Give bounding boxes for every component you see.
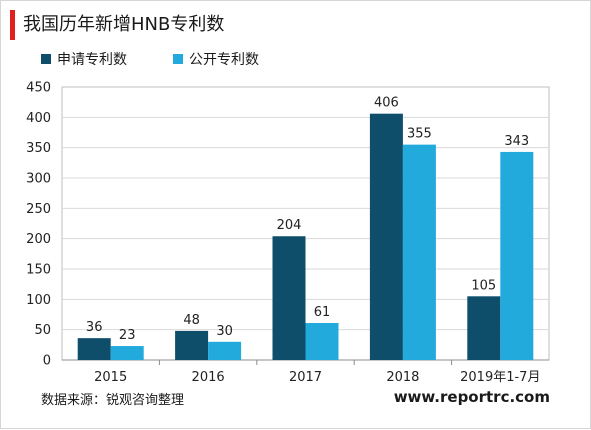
data-label: 36: [86, 320, 103, 335]
y-tick-label: 450: [26, 81, 51, 96]
bar-applications: [272, 236, 306, 360]
bar-published: [402, 144, 436, 360]
legend-label-applications: 申请专利数: [57, 52, 127, 68]
bar-applications: [467, 296, 501, 360]
y-tick-label: 50: [34, 323, 51, 338]
y-tick-label: 400: [26, 111, 51, 126]
legend-swatch-applications: [41, 54, 51, 64]
x-tick-label: 2016: [192, 370, 225, 385]
chart-title: 我国历年新增HNB专利数: [23, 14, 225, 35]
data-label: 204: [277, 218, 302, 233]
legend-swatch-published: [173, 54, 183, 64]
title-accent-bar: [10, 10, 15, 40]
bar-published: [305, 322, 339, 360]
x-tick-label: 2015: [94, 370, 127, 385]
website-watermark: www.reportrc.com: [393, 388, 550, 406]
y-tick-label: 300: [26, 172, 51, 187]
legend-label-published: 公开专利数: [189, 52, 259, 68]
y-tick-label: 100: [26, 293, 51, 308]
y-tick-label: 150: [26, 263, 51, 278]
y-tick-label: 0: [43, 354, 51, 369]
data-label: 61: [314, 305, 331, 320]
x-tick-label: 2017: [289, 370, 322, 385]
data-label: 406: [374, 96, 399, 111]
x-tick-label: 2018: [386, 370, 419, 385]
bar-published: [208, 341, 242, 360]
bar-published: [110, 346, 144, 360]
bar-applications: [77, 338, 111, 360]
bar-applications: [175, 330, 209, 360]
y-tick-label: 350: [26, 141, 51, 156]
data-label: 105: [471, 278, 496, 293]
data-source-note: 数据来源：锐观咨询整理: [41, 393, 185, 408]
data-label: 343: [504, 134, 529, 149]
legend-item-published: 公开专利数: [173, 49, 259, 69]
bar-published: [500, 151, 534, 360]
y-tick-label: 250: [26, 202, 51, 217]
y-tick-label: 200: [26, 232, 51, 247]
data-label: 30: [216, 324, 233, 339]
bar-applications: [369, 113, 403, 361]
data-label: 23: [119, 328, 136, 343]
data-label: 355: [407, 127, 432, 142]
data-label: 48: [183, 313, 200, 328]
legend-item-applications: 申请专利数: [41, 49, 127, 69]
x-tick-label: 2019年1-7月: [460, 370, 540, 385]
